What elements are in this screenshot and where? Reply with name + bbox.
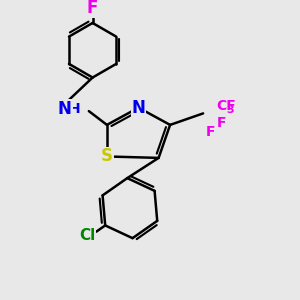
Text: N: N	[132, 99, 145, 117]
Text: CF: CF	[216, 99, 236, 113]
Text: 3: 3	[226, 105, 234, 115]
Text: F: F	[217, 116, 226, 130]
Text: S: S	[101, 148, 113, 166]
Text: Cl: Cl	[79, 228, 95, 243]
Text: H: H	[69, 102, 80, 116]
Text: F: F	[206, 125, 215, 139]
Text: F: F	[87, 0, 98, 17]
Text: N: N	[58, 100, 72, 118]
